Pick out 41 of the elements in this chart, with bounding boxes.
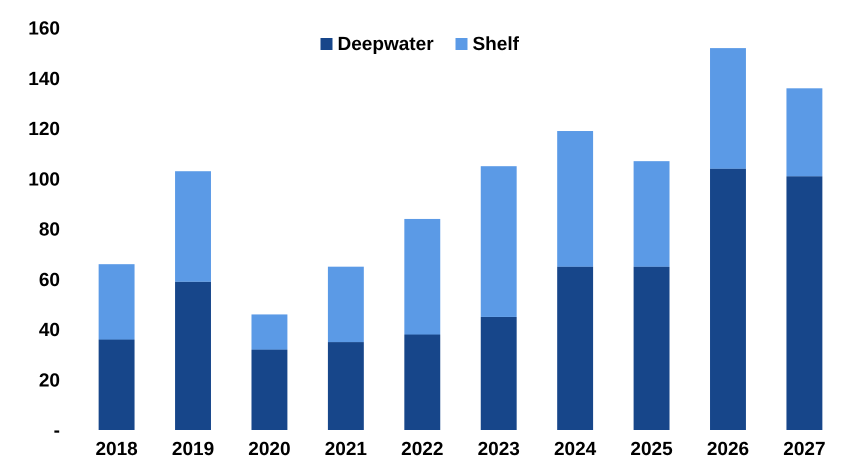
bar [634,266,670,430]
bar [786,176,822,430]
bar [710,48,746,169]
bar [98,340,135,430]
bar [175,171,211,282]
bar [786,88,822,176]
bar [480,316,517,430]
x-tick-label: 2024 [554,439,597,460]
x-tick-label: 2022 [401,439,444,460]
bar [328,266,364,342]
bar [328,342,364,430]
x-tick-label: 2018 [95,439,138,460]
x-tick-label: 2025 [630,439,674,460]
bar [404,334,440,430]
y-tick-label: 140 [28,68,60,90]
legend-label: Deepwater [338,34,434,55]
x-tick-label: 2020 [248,439,291,460]
y-tick-label: 160 [28,18,60,40]
bar [710,168,746,430]
x-tick-label: 2027 [783,439,826,460]
x-tick-label: 2023 [478,439,520,460]
y-tick-label: 40 [38,320,60,342]
y-tick-label: 100 [28,169,60,190]
bar [404,218,440,335]
x-tick-label: 2021 [324,439,368,460]
bar [251,350,288,430]
bar [251,314,288,350]
y-tick-label: 80 [38,220,60,241]
y-tick-label: 20 [38,370,60,392]
y-tick-label: 120 [28,119,60,140]
legend-label: Shelf [472,34,520,55]
x-tick-label: 2019 [172,439,214,460]
y-tick-label: 60 [38,270,60,291]
bar [175,282,211,430]
bar [557,266,594,430]
x-tick-label: 2026 [706,439,750,460]
bar [634,161,670,267]
y-tick-label: - [54,420,60,442]
bar [480,166,517,317]
bar [98,264,135,340]
bar [557,131,594,267]
